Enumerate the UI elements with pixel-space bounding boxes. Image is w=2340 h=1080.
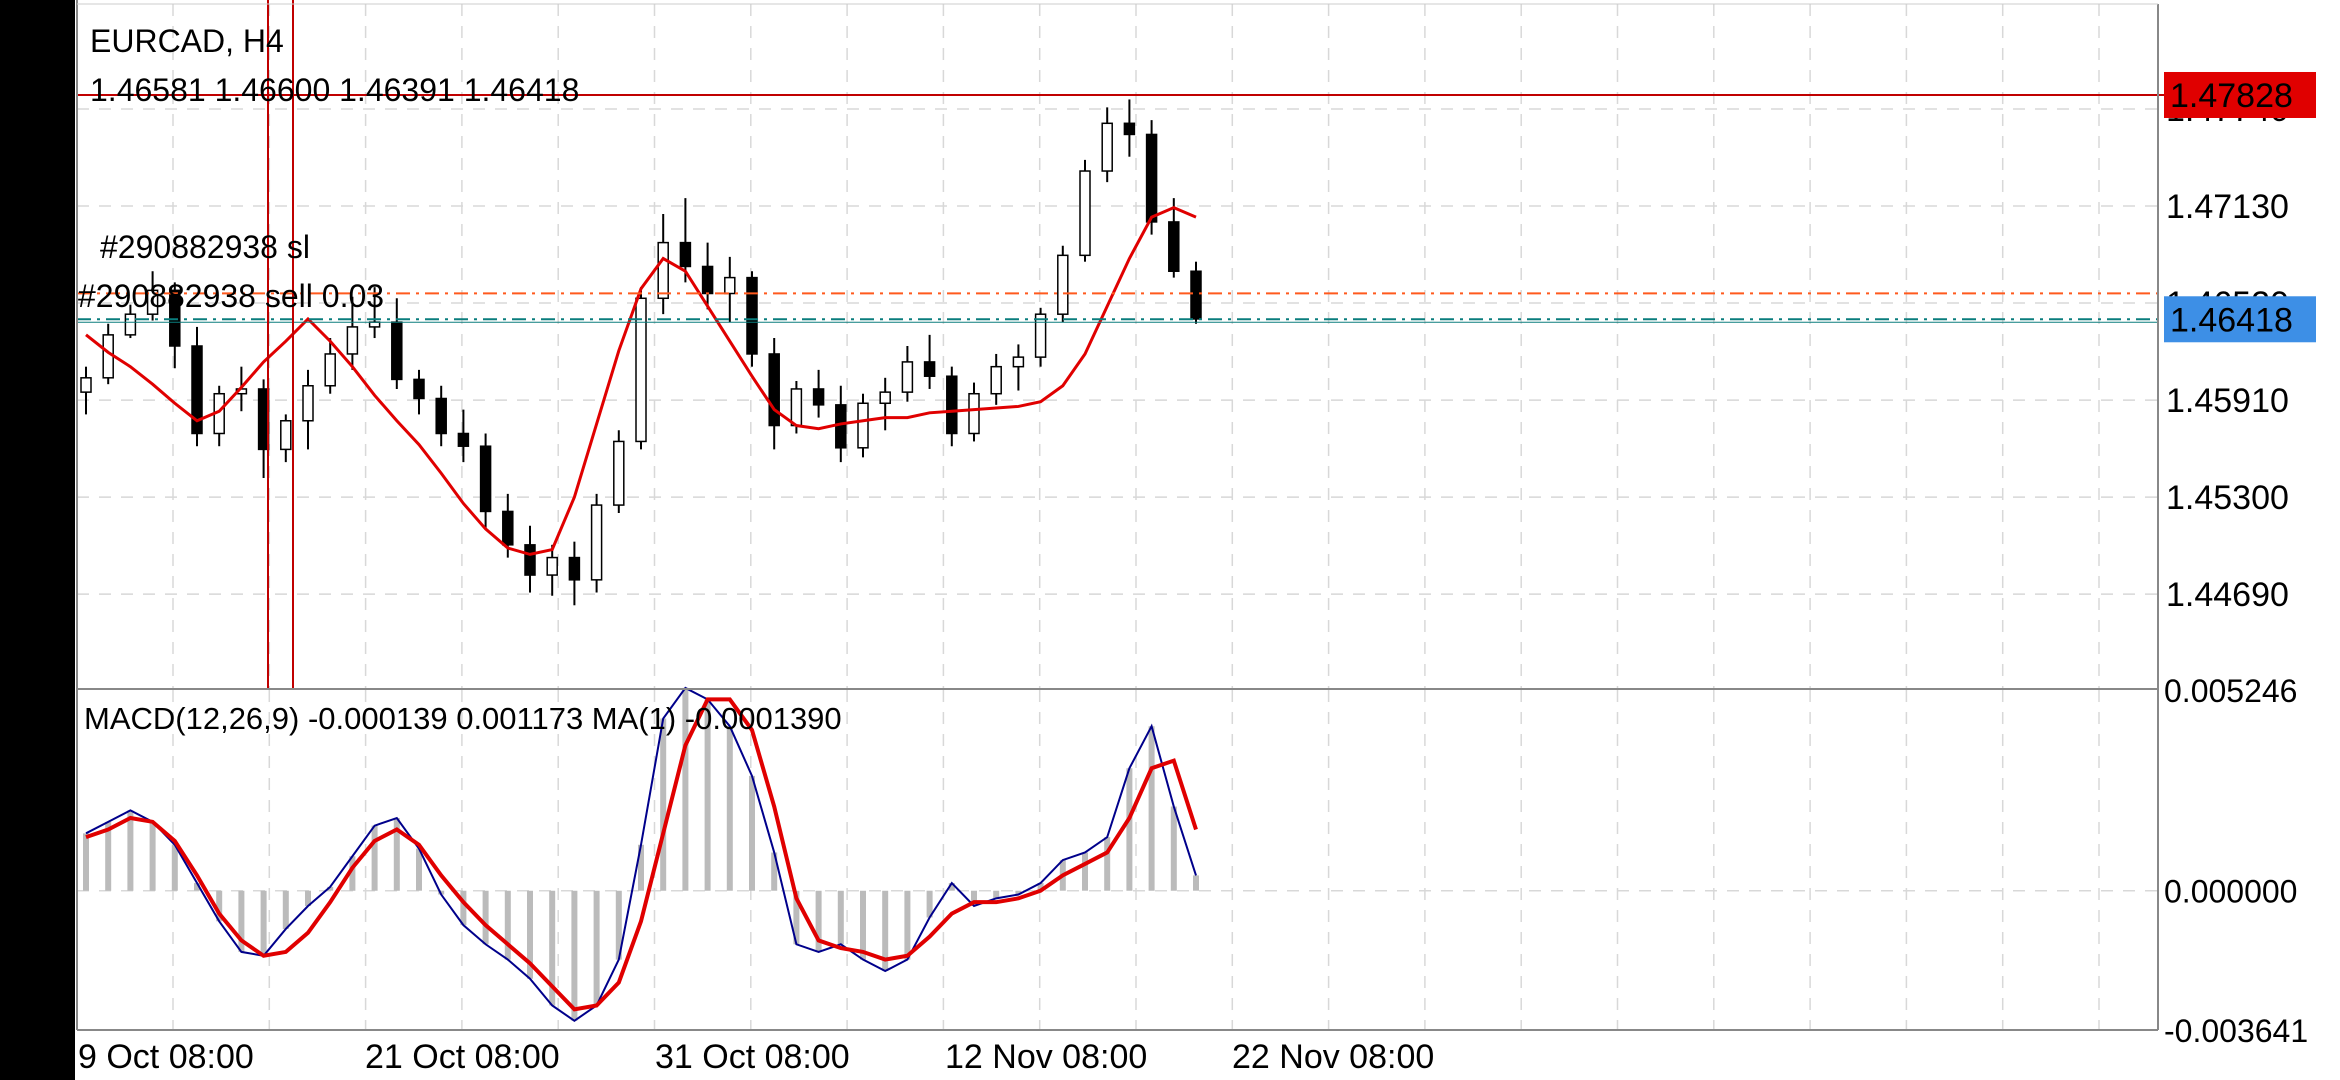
candle-body[interactable] (413, 378, 425, 400)
candle-body[interactable] (435, 397, 447, 435)
candle-body[interactable] (790, 388, 803, 427)
order-sl-label: #290882938 sl (100, 229, 310, 265)
symbol-label: EURCAD, H4 (90, 23, 284, 59)
candle-body[interactable] (657, 241, 669, 300)
macd-tick-label: -0.003641 (2164, 1013, 2308, 1049)
candle-body[interactable] (635, 297, 647, 443)
candle-body[interactable] (124, 313, 137, 336)
candle-body[interactable] (1034, 313, 1047, 358)
candle-body[interactable] (1101, 122, 1113, 172)
candle-body[interactable] (835, 404, 847, 449)
signal-line[interactable] (85, 697, 1198, 1012)
time-tick-label: 12 Nov 08:00 (945, 1038, 1147, 1076)
macd-line[interactable] (85, 686, 1197, 1022)
grid-lines (77, 4, 2158, 1030)
candle-body[interactable] (479, 445, 492, 513)
time-tick-label: 31 Oct 08:00 (655, 1038, 850, 1076)
candle-body[interactable] (590, 504, 603, 581)
macd-tick-label: 0.005246 (2164, 673, 2297, 709)
candle-body[interactable] (968, 392, 980, 435)
macd-label: MACD(12,26,9) -0.000139 0.001173 MA(1) -… (84, 701, 842, 736)
candle-body[interactable] (724, 276, 736, 295)
candle-body[interactable] (391, 321, 403, 381)
candle-body[interactable] (879, 391, 891, 405)
bid-price-badge-text: 1.46418 (2170, 301, 2293, 339)
candle-body[interactable] (1079, 170, 1091, 257)
price-tick-label: 1.44690 (2166, 576, 2289, 614)
candle-body[interactable] (679, 241, 692, 268)
candle-body[interactable] (524, 544, 536, 576)
candle-body[interactable] (901, 361, 914, 393)
candle-body[interactable] (302, 385, 314, 422)
candle-body[interactable] (746, 276, 758, 355)
candle-body[interactable] (1145, 133, 1158, 223)
candle-body[interactable] (857, 402, 869, 449)
sl-price-badge (2164, 71, 2316, 118)
candle-body[interactable] (280, 420, 292, 451)
left-edge-bar (0, 0, 75, 1080)
candle-body[interactable] (990, 365, 1002, 395)
candle-body[interactable] (502, 510, 514, 546)
candle-body[interactable] (1190, 270, 1202, 320)
candle-body[interactable] (923, 361, 936, 377)
bid-price-badge (2164, 296, 2316, 343)
candle-body[interactable] (80, 377, 92, 393)
time-tick-label: 21 Oct 08:00 (365, 1038, 560, 1076)
time-tick-label: 9 Oct 08:00 (78, 1038, 254, 1076)
candle-body[interactable] (812, 388, 825, 406)
candle-body[interactable] (568, 556, 581, 581)
price-tick-label: 1.45910 (2166, 382, 2289, 420)
candle-body[interactable] (346, 326, 359, 355)
price-tick-label: 1.45300 (2166, 479, 2289, 517)
candle-body[interactable] (324, 353, 336, 387)
candle-body[interactable] (946, 375, 958, 435)
candle-body[interactable] (546, 556, 558, 576)
price-tick-label: 1.47130 (2166, 188, 2289, 226)
candle-body[interactable] (368, 321, 381, 328)
panel-separator (77, 688, 2158, 690)
order-label: #290882938 sell 0.03 (78, 278, 384, 314)
candle-body[interactable] (191, 345, 203, 435)
candle-body[interactable] (1168, 221, 1180, 272)
candle-body[interactable] (169, 289, 181, 347)
candle-body[interactable] (1123, 122, 1136, 136)
candle-body[interactable] (701, 265, 714, 295)
macd-tick-label: 0.000000 (2164, 874, 2297, 910)
time-tick-label: 22 Nov 08:00 (1232, 1038, 1434, 1076)
candle-body[interactable] (768, 353, 780, 427)
ohlc-readout: 1.46581 1.46600 1.46391 1.46418 (90, 72, 579, 108)
price-series[interactable] (80, 99, 1202, 606)
candle-body[interactable] (1012, 356, 1025, 368)
candle-body[interactable] (146, 289, 159, 315)
candle-body[interactable] (1057, 254, 1069, 315)
candle-body[interactable] (457, 432, 470, 447)
sl-price-badge-text: 1.47828 (2170, 77, 2293, 115)
moving-average-line[interactable] (85, 205, 1197, 556)
candle-body[interactable] (613, 440, 625, 506)
chart-frame (76, 0, 2159, 1031)
macd-series[interactable] (83, 686, 1199, 1022)
trade-lines[interactable] (77, 0, 2172, 688)
